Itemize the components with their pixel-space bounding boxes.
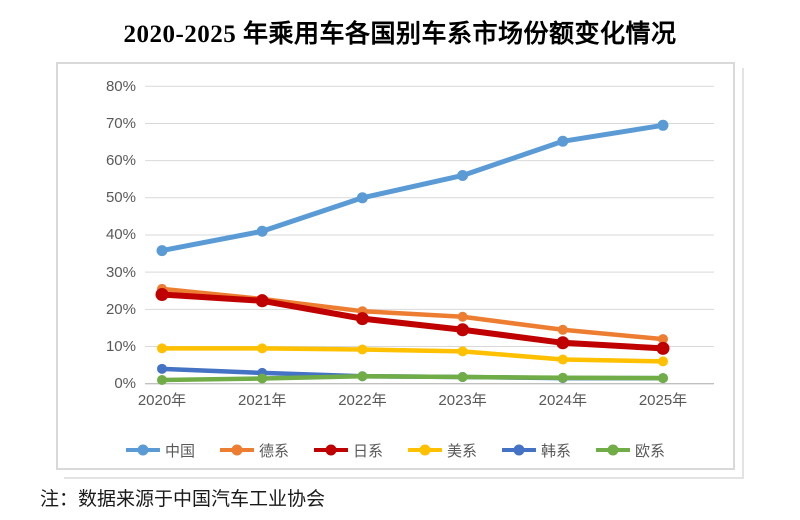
legend-marker-korean [502,444,537,456]
legend-item-japanese: 日系 [313,440,383,461]
y-tick-label: 80% [105,77,136,95]
legend-marker-china [125,444,160,456]
legend-marker-european [596,444,631,456]
legend-label: 韩系 [541,442,572,460]
x-tick-label: 2025年 [638,392,688,409]
legend-label: 美系 [447,442,478,460]
chart-frame-shadow [64,68,744,479]
y-tick-label: 10% [105,338,136,356]
legend-dot [419,444,431,456]
legend-item-american: 美系 [408,440,477,461]
legend-dot [325,444,337,456]
chart-title: 2020-2025 年乘用车各国别车系市场份额变化情况 [123,21,677,48]
legend-item-european: 欧系 [596,440,665,461]
legend-marker-japanese [313,444,348,456]
legend-label: 日系 [352,442,383,460]
x-tick-label: 2024年 [538,392,587,409]
y-tick-label: 70% [105,114,136,132]
legend-dot [607,444,619,456]
legend-label: 德系 [258,442,289,460]
y-tick-label: 30% [105,263,136,281]
x-tick-label: 2023年 [438,392,487,409]
legend-dot [513,444,525,456]
legend-item-china: 中国 [125,440,195,461]
legend-marker-american [408,444,442,456]
x-tick-label: 2022年 [338,392,387,409]
legend-label: 欧系 [635,442,666,460]
legend-dot [231,444,243,456]
y-tick-label: 40% [105,226,136,244]
source-note: 注：数据来源于中国汽车工业协会 [40,489,326,510]
chart-legend: 中国 德系 日系 美系 韩系 欧系 [58,438,733,462]
y-tick-label: 60% [105,152,136,170]
x-tick-label: 2020年 [137,392,187,409]
legend-item-korean: 韩系 [502,440,571,461]
y-tick-label: 0% [114,375,136,393]
y-tick-label: 20% [105,300,136,318]
x-tick-label: 2021年 [238,392,287,409]
legend-marker-german [219,444,254,456]
legend-label: 中国 [164,442,195,460]
legend-item-german: 德系 [219,440,289,461]
y-tick-label: 50% [105,189,136,207]
legend-dot [137,444,149,456]
